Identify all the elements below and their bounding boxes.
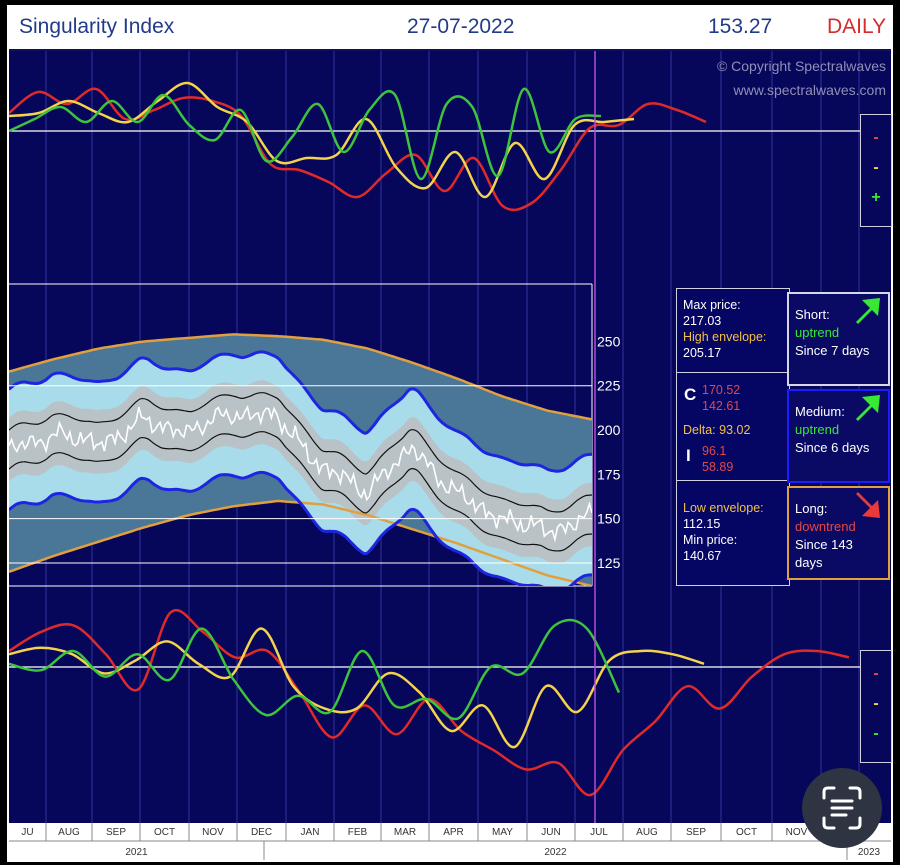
- price-tick-label: 150: [597, 511, 621, 527]
- stats-mid: C 170.52 142.61 Delta: 93.02 I 96.1 58.8…: [677, 372, 789, 481]
- trend-long-state: downtrend: [795, 519, 856, 534]
- trend-long[interactable]: Long: downtrend Since 143 days: [787, 486, 890, 580]
- x-month-label: AUG: [58, 827, 80, 838]
- x-month-label: JUN: [541, 827, 560, 838]
- x-axis-svg: JU AUG SEP OCT NOV DEC JAN FEB MAR APR MAY JUN JUL AU…: [9, 823, 891, 860]
- oscillator-yellow-line: [8, 627, 705, 749]
- trend-short-label: Short:: [795, 307, 830, 322]
- delta-label: Delta: 93.02: [683, 423, 751, 437]
- x-month-label: SEP: [686, 827, 706, 838]
- stats-bottom: Low envelope: 112.15 Min price: 140.67: [683, 500, 764, 564]
- header-bar: Singularity Index 27-07-2022 153.27 DAIL…: [9, 7, 891, 51]
- arrow-up-right-icon: [856, 395, 880, 421]
- x-year-label: 2023: [858, 847, 881, 858]
- bottom-oscillator: [8, 609, 850, 797]
- oscillator-yellow-line: [8, 81, 635, 199]
- inner-band: [9, 380, 592, 564]
- x-month-label: OCT: [736, 827, 757, 838]
- min-price-label: Min price:: [683, 533, 738, 547]
- arrow-down-right-icon: [856, 492, 880, 518]
- band-lower-line: [9, 470, 592, 586]
- x-month-label: JU: [21, 827, 33, 838]
- scan-icon: [822, 786, 862, 830]
- c-value-1: 170.52: [702, 383, 741, 397]
- price-tick-label: 200: [597, 422, 621, 438]
- x-year-label: 2022: [544, 847, 567, 858]
- c-value-2: 142.61: [702, 399, 741, 413]
- max-price-value: 217.03: [683, 314, 722, 328]
- date-label: 27-07-2022: [407, 15, 515, 38]
- trend-short[interactable]: Short: uptrend Since 7 days: [787, 292, 890, 386]
- trend-medium-since: Since 6 days: [795, 440, 870, 455]
- price-tick-label: 250: [597, 333, 621, 349]
- copyright-line1: © Copyright Spectralwaves: [717, 58, 886, 74]
- legend-top-item-yellow: -: [873, 159, 879, 176]
- chart-area: 250 225 200 175 150 125 © Copyright Spectralw…: [8, 51, 892, 823]
- x-month-label: OCT: [154, 827, 175, 838]
- period-label[interactable]: DAILY: [827, 15, 887, 38]
- x-month-label: JAN: [301, 827, 320, 838]
- i-label: I: [686, 446, 691, 465]
- x-month-label: APR: [443, 827, 464, 838]
- price-label: 153.27: [708, 15, 773, 38]
- chart-svg: 250 225 200 175 150 125 © Copyright Spectralw…: [8, 51, 891, 823]
- stats-top: Max price: 217.03 High envelope: 205.17: [683, 297, 766, 361]
- x-month-label: MAY: [492, 827, 513, 838]
- high-envelope-line: [9, 333, 592, 421]
- x-year-label: 2021: [125, 847, 148, 858]
- i-value-2: 58.89: [702, 460, 734, 474]
- trend-long-since: Since 143 days: [795, 537, 853, 570]
- price-line: [9, 405, 592, 543]
- high-envelope-label: High envelope:: [683, 330, 767, 344]
- max-price-label: Max price:: [683, 298, 741, 312]
- c-label: C: [684, 385, 697, 404]
- trend-long-label: Long:: [795, 501, 828, 516]
- price-tick-label: 175: [597, 466, 621, 482]
- top-oscillator: [8, 81, 707, 212]
- stats-panel: Max price: 217.03 High envelope: 205.17 …: [676, 288, 790, 586]
- legend-top[interactable]: - - +: [860, 114, 892, 227]
- price-axis: 250 225 200 175 150 125: [9, 333, 621, 571]
- page-title: Singularity Index: [19, 15, 175, 38]
- price-chart: [9, 333, 592, 586]
- oscillator-green-line: [8, 87, 602, 181]
- price-tick-label: 125: [597, 555, 621, 571]
- price-tick-label: 225: [597, 378, 621, 394]
- trend-medium-state: uptrend: [795, 422, 840, 437]
- copyright-line2: www.spectralwaves.com: [733, 82, 887, 98]
- trend-medium[interactable]: Medium: uptrend Since 6 days: [787, 389, 890, 483]
- x-month-label: MAR: [394, 827, 416, 838]
- legend-bottom-item-yellow: -: [873, 695, 879, 712]
- min-price-value: 140.67: [683, 549, 722, 563]
- trend-short-since: Since 7 days: [795, 343, 870, 358]
- i-value-1: 96.1: [702, 444, 727, 458]
- trend-medium-label: Medium:: [795, 404, 845, 419]
- scan-button[interactable]: [802, 768, 882, 848]
- high-envelope-value: 205.17: [683, 346, 722, 360]
- x-month-label: JUL: [590, 827, 608, 838]
- core-lower-line: [9, 431, 592, 552]
- oscillator-green-line: [8, 618, 621, 721]
- band-upper-line: [9, 350, 592, 473]
- x-axis: JU AUG SEP OCT NOV DEC JAN FEB MAR APR MAY JUN JUL AU…: [9, 823, 891, 860]
- legend-top-item-red: -: [873, 129, 879, 146]
- core-upper-line: [9, 392, 592, 513]
- low-envelope-label: Low envelope:: [683, 501, 764, 515]
- x-month-label: FEB: [348, 827, 368, 838]
- legend-bottom-item-red: -: [873, 665, 879, 682]
- x-month-label: DEC: [251, 827, 272, 838]
- oscillator-red-line: [8, 87, 707, 212]
- x-month-label: NOV: [786, 827, 808, 838]
- legend-bottom[interactable]: - - -: [860, 650, 892, 763]
- trend-short-state: uptrend: [795, 325, 840, 340]
- legend-top-item-green: +: [871, 189, 881, 206]
- arrow-up-right-icon: [856, 298, 880, 324]
- x-month-label: NOV: [202, 827, 224, 838]
- low-envelope-value: 112.15: [683, 517, 721, 531]
- legend-bottom-item-green: -: [873, 725, 879, 742]
- x-month-label: AUG: [636, 827, 658, 838]
- x-month-label: SEP: [106, 827, 126, 838]
